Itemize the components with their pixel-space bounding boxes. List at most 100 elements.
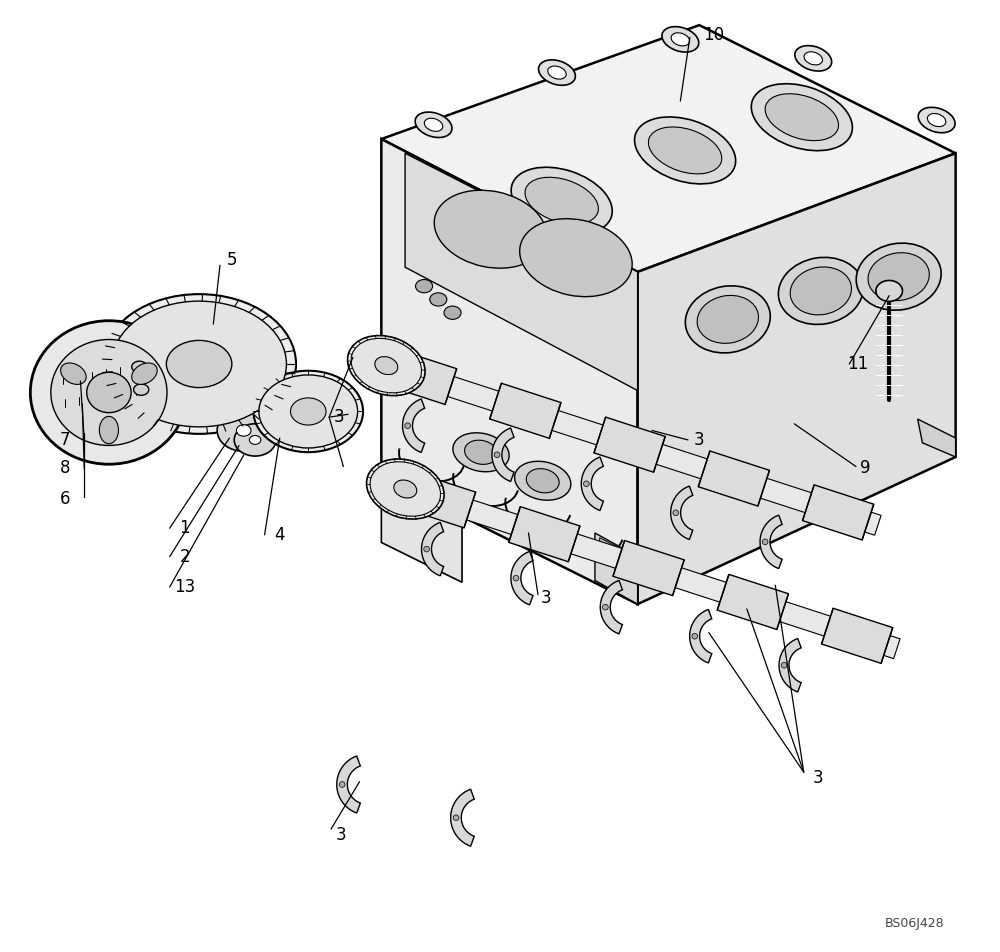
Ellipse shape xyxy=(394,480,417,498)
Text: 9: 9 xyxy=(860,460,871,477)
Ellipse shape xyxy=(234,424,276,456)
Polygon shape xyxy=(490,384,561,438)
Polygon shape xyxy=(855,509,881,535)
Text: 3: 3 xyxy=(540,588,551,606)
Ellipse shape xyxy=(662,27,699,52)
Ellipse shape xyxy=(525,177,598,224)
Polygon shape xyxy=(769,599,840,640)
Ellipse shape xyxy=(868,252,929,301)
Polygon shape xyxy=(665,565,736,605)
Ellipse shape xyxy=(367,459,444,519)
Ellipse shape xyxy=(134,384,149,395)
Ellipse shape xyxy=(876,281,902,302)
Polygon shape xyxy=(671,486,693,540)
Polygon shape xyxy=(779,639,801,692)
Ellipse shape xyxy=(648,127,722,174)
Polygon shape xyxy=(822,608,893,664)
Ellipse shape xyxy=(918,108,955,132)
Ellipse shape xyxy=(671,32,690,46)
Ellipse shape xyxy=(424,118,443,131)
Ellipse shape xyxy=(370,462,441,516)
Ellipse shape xyxy=(751,84,852,150)
Text: 4: 4 xyxy=(275,526,285,544)
Ellipse shape xyxy=(790,267,851,315)
Polygon shape xyxy=(803,485,874,540)
Ellipse shape xyxy=(513,575,519,581)
Ellipse shape xyxy=(236,425,251,436)
Polygon shape xyxy=(337,756,360,813)
Ellipse shape xyxy=(795,46,832,71)
Polygon shape xyxy=(405,153,638,390)
Polygon shape xyxy=(404,473,476,527)
Polygon shape xyxy=(381,139,638,605)
Polygon shape xyxy=(422,523,444,576)
Text: BS06J428: BS06J428 xyxy=(885,917,944,930)
Polygon shape xyxy=(751,475,822,516)
Ellipse shape xyxy=(434,190,547,268)
Ellipse shape xyxy=(515,462,571,500)
Polygon shape xyxy=(397,478,423,504)
Ellipse shape xyxy=(166,341,232,387)
Ellipse shape xyxy=(465,440,497,465)
Polygon shape xyxy=(385,349,457,405)
Ellipse shape xyxy=(99,416,118,444)
Ellipse shape xyxy=(348,335,425,396)
Ellipse shape xyxy=(778,257,863,325)
Ellipse shape xyxy=(603,605,608,610)
Text: 7: 7 xyxy=(60,431,71,449)
Polygon shape xyxy=(600,538,631,566)
Ellipse shape xyxy=(697,295,758,344)
Ellipse shape xyxy=(511,168,612,234)
Text: 3: 3 xyxy=(813,769,823,787)
Ellipse shape xyxy=(217,409,270,451)
Ellipse shape xyxy=(856,243,941,310)
Text: 3: 3 xyxy=(335,825,346,843)
Polygon shape xyxy=(595,533,638,605)
Ellipse shape xyxy=(339,782,345,787)
Ellipse shape xyxy=(584,481,589,486)
Polygon shape xyxy=(561,530,632,571)
Polygon shape xyxy=(600,581,622,634)
Ellipse shape xyxy=(259,375,358,448)
Text: 3: 3 xyxy=(333,408,344,426)
Polygon shape xyxy=(638,153,956,605)
Ellipse shape xyxy=(132,361,147,372)
Ellipse shape xyxy=(405,423,410,428)
Ellipse shape xyxy=(548,66,566,79)
Ellipse shape xyxy=(430,293,447,307)
Text: 1: 1 xyxy=(180,519,190,537)
Polygon shape xyxy=(403,399,425,452)
Polygon shape xyxy=(511,551,533,605)
Polygon shape xyxy=(451,789,474,846)
Ellipse shape xyxy=(290,398,326,425)
Ellipse shape xyxy=(494,452,500,458)
Text: 11: 11 xyxy=(847,355,868,373)
Ellipse shape xyxy=(673,510,679,516)
Text: 5: 5 xyxy=(227,250,238,268)
Polygon shape xyxy=(492,428,514,482)
Polygon shape xyxy=(918,419,956,457)
Ellipse shape xyxy=(635,117,736,184)
Ellipse shape xyxy=(526,468,559,493)
Ellipse shape xyxy=(375,357,398,374)
Ellipse shape xyxy=(762,539,768,545)
Ellipse shape xyxy=(765,93,839,141)
Ellipse shape xyxy=(781,663,787,668)
Ellipse shape xyxy=(539,60,575,86)
Text: 13: 13 xyxy=(174,578,195,596)
Text: 3: 3 xyxy=(694,431,705,449)
Ellipse shape xyxy=(253,370,363,452)
Ellipse shape xyxy=(685,286,770,353)
Text: 6: 6 xyxy=(60,489,71,507)
Polygon shape xyxy=(690,609,712,663)
Polygon shape xyxy=(717,574,788,629)
Polygon shape xyxy=(381,476,462,583)
Polygon shape xyxy=(698,451,769,506)
Ellipse shape xyxy=(453,433,509,472)
Ellipse shape xyxy=(444,307,461,319)
Polygon shape xyxy=(874,632,900,659)
Ellipse shape xyxy=(424,546,429,552)
Ellipse shape xyxy=(102,294,296,434)
Ellipse shape xyxy=(692,633,698,639)
Polygon shape xyxy=(760,515,782,568)
